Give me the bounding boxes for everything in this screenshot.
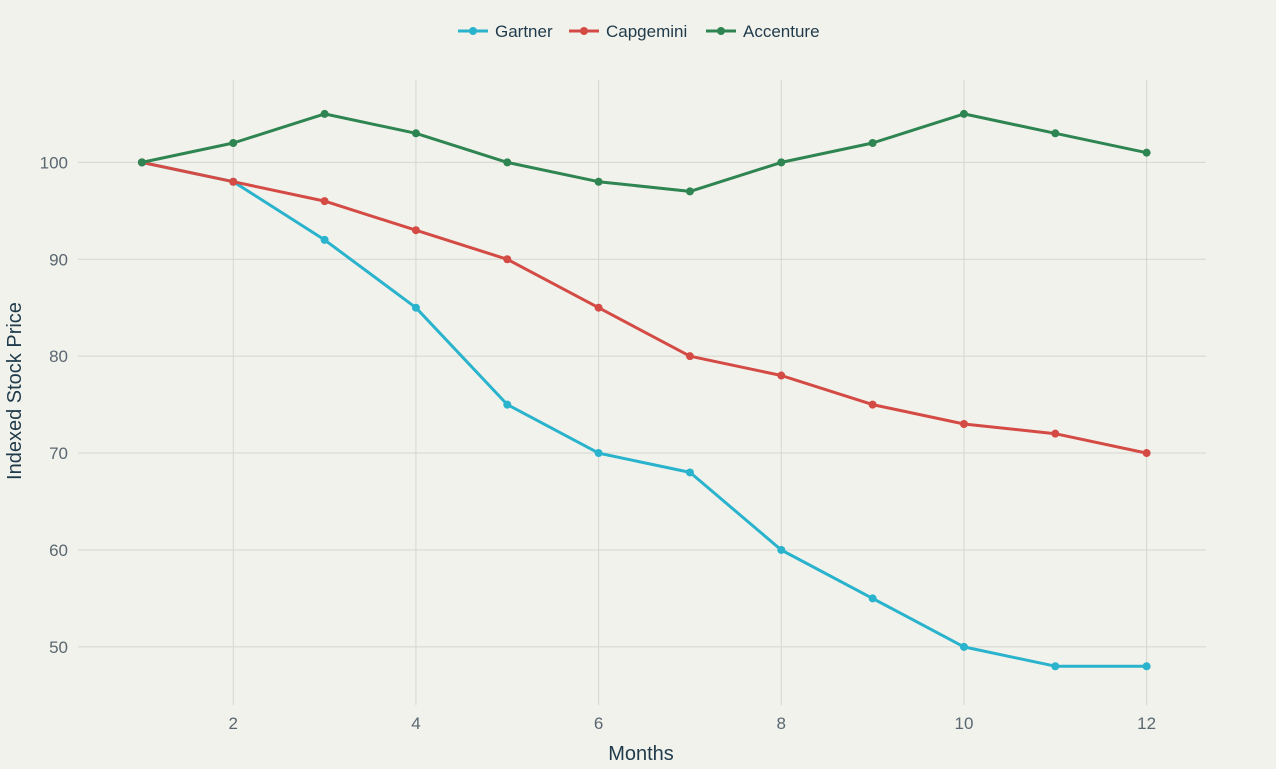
- legend: Gartner Capgemini Accenture: [458, 22, 820, 41]
- y-tick-label: 80: [49, 347, 68, 366]
- gartner-point: [868, 594, 877, 603]
- accenture-point: [594, 177, 603, 186]
- y-tick-label: 90: [49, 250, 68, 269]
- accenture-point: [411, 129, 420, 138]
- gartner-point: [1051, 662, 1060, 671]
- capgemini-point: [1142, 449, 1151, 458]
- legend-item-accenture[interactable]: Accenture: [706, 22, 820, 41]
- accenture-line: [140, 112, 1149, 193]
- accenture-point: [229, 138, 238, 147]
- x-tick-label: 6: [594, 714, 603, 733]
- legend-swatch-marker: [469, 27, 477, 35]
- legend-label: Accenture: [743, 22, 820, 41]
- capgemini-point: [229, 177, 238, 186]
- x-tick-label: 12: [1137, 714, 1156, 733]
- series-gartner: [137, 158, 1151, 671]
- accenture-point: [320, 109, 329, 118]
- gartner-line: [140, 160, 1149, 668]
- legend-label: Capgemini: [606, 22, 687, 41]
- gartner-point: [594, 449, 603, 458]
- accenture-point: [685, 187, 694, 196]
- x-tick-label: 2: [229, 714, 238, 733]
- legend-item-gartner[interactable]: Gartner: [458, 22, 553, 41]
- capgemini-point: [868, 400, 877, 409]
- legend-swatch-marker: [717, 27, 725, 35]
- gartner-point: [777, 545, 786, 554]
- x-tick-label: 4: [411, 714, 420, 733]
- accenture-point: [1051, 129, 1060, 138]
- grid: [78, 80, 1206, 705]
- y-tick-label: 60: [49, 541, 68, 560]
- accenture-point: [503, 158, 512, 167]
- gartner-point: [411, 303, 420, 312]
- capgemini-point: [685, 352, 694, 361]
- gartner-point: [320, 235, 329, 244]
- y-tick-label: 50: [49, 638, 68, 657]
- accenture-point: [777, 158, 786, 167]
- y-axis-ticks: 50 60 70 80 90 100: [40, 153, 68, 656]
- x-axis-ticks: 2 4 6 8 10 12: [229, 714, 1157, 733]
- x-tick-label: 10: [954, 714, 973, 733]
- accenture-point: [1142, 148, 1151, 157]
- accenture-point: [868, 138, 877, 147]
- legend-item-capgemini[interactable]: Capgemini: [569, 22, 687, 41]
- accenture-point: [137, 158, 146, 167]
- y-tick-label: 100: [40, 153, 68, 172]
- gartner-point: [959, 642, 968, 651]
- series-capgemini: [137, 158, 1151, 458]
- capgemini-point: [959, 419, 968, 428]
- y-tick-label: 70: [49, 444, 68, 463]
- gartner-point: [503, 400, 512, 409]
- legend-swatch-marker: [580, 27, 588, 35]
- legend-label: Gartner: [495, 22, 553, 41]
- capgemini-point: [320, 197, 329, 206]
- series-group: [137, 109, 1151, 671]
- series-accenture: [137, 109, 1151, 196]
- capgemini-point: [411, 226, 420, 235]
- accenture-point: [959, 109, 968, 118]
- capgemini-point: [503, 255, 512, 264]
- gartner-point: [685, 468, 694, 477]
- y-axis-title: Indexed Stock Price: [4, 302, 26, 480]
- capgemini-line: [140, 160, 1149, 455]
- x-axis-title: Months: [608, 743, 674, 765]
- capgemini-point: [1051, 429, 1060, 438]
- gartner-point: [1142, 662, 1151, 671]
- x-tick-label: 8: [777, 714, 786, 733]
- capgemini-point: [777, 371, 786, 380]
- capgemini-point: [594, 303, 603, 312]
